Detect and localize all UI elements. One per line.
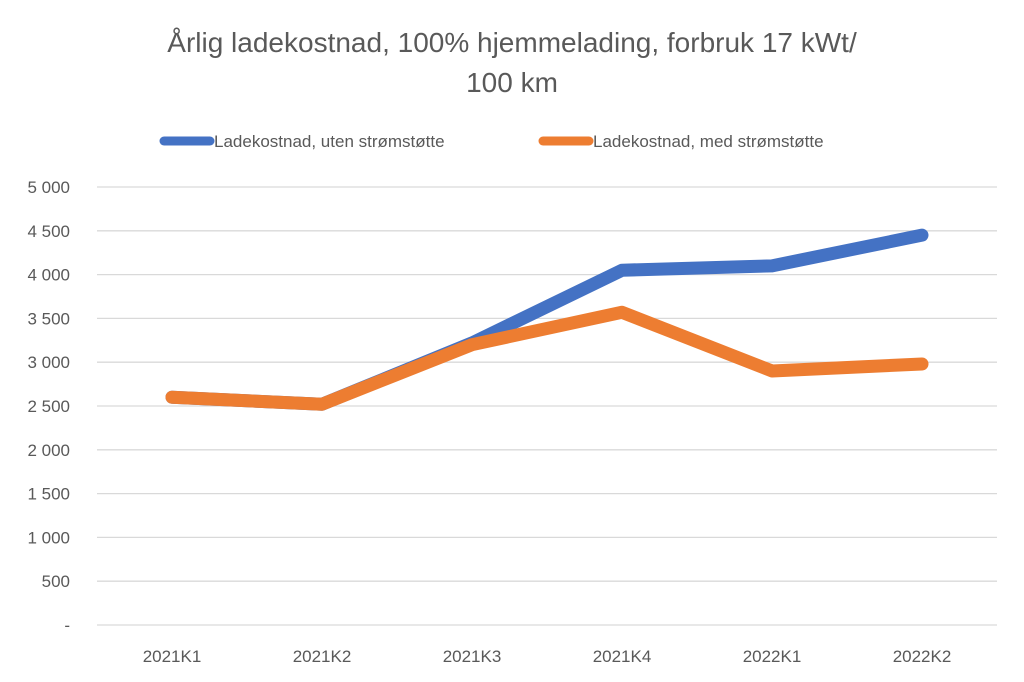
x-tick-label: 2021K1: [143, 647, 202, 666]
y-tick-label: 3 500: [27, 309, 70, 328]
y-tick-label: 3 000: [27, 353, 70, 372]
y-tick-label: 4 000: [27, 266, 70, 285]
y-tick-label: 2 000: [27, 441, 70, 460]
x-tick-label: 2021K4: [593, 647, 652, 666]
x-tick-label: 2022K1: [743, 647, 802, 666]
y-tick-label: 5 000: [27, 178, 70, 197]
y-tick-label: 1 500: [27, 485, 70, 504]
chart-title-line-1: Årlig ladekostnad, 100% hjemmelading, fo…: [167, 27, 857, 58]
series-line-uten-stromstotte: [165, 228, 929, 411]
legend-label-med: Ladekostnad, med strømstøtte: [593, 132, 824, 151]
y-tick-label: 1 000: [27, 528, 70, 547]
x-tick-label: 2021K2: [293, 647, 352, 666]
chart-title-line-2: 100 km: [466, 67, 558, 98]
series-line-med-stromstotte: [165, 305, 929, 411]
y-tick-label: 500: [42, 572, 70, 591]
y-tick-label: -: [64, 616, 70, 635]
legend: Ladekostnad, uten strømstøtte Ladekostna…: [159, 132, 824, 151]
legend-label-uten: Ladekostnad, uten strømstøtte: [214, 132, 445, 151]
y-tick-label: 2 500: [27, 397, 70, 416]
y-tick-label: 4 500: [27, 222, 70, 241]
x-tick-label: 2022K2: [893, 647, 952, 666]
x-tick-label: 2021K3: [443, 647, 502, 666]
